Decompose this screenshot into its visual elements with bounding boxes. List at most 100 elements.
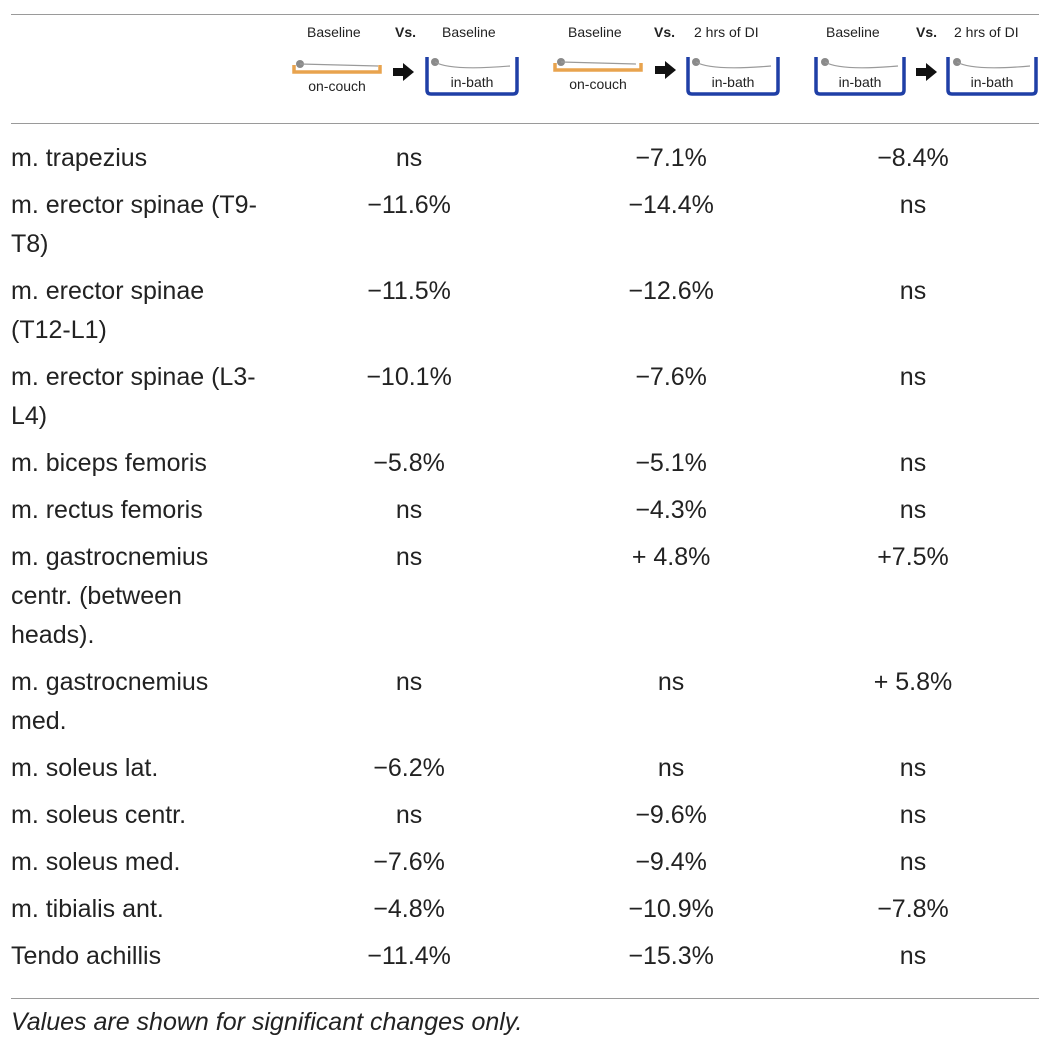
comparison-3-left-condition: in-bath <box>839 74 882 90</box>
value-comparison-3: −7.8% <box>877 895 949 923</box>
value-comparison-1: ns <box>395 668 423 696</box>
value-comparison-1: −10.1% <box>366 363 452 391</box>
value-comparison-3: ns <box>899 363 927 391</box>
value-comparison-1: ns <box>395 543 423 571</box>
value-comparison-2: −12.6% <box>628 277 714 305</box>
value-comparison-3: ns <box>899 801 927 829</box>
comparison-1-left-label: Baseline <box>307 24 361 40</box>
muscle-name: Tendo achillis <box>11 942 162 970</box>
value-comparison-1: −11.6% <box>367 191 451 219</box>
muscle-name: m. soleus lat. <box>11 754 159 782</box>
table-row: m. erector spinae (T12-L1) −11.5% −12.6%… <box>11 268 1039 354</box>
muscle-name: m. gastrocnemius med. <box>11 668 209 735</box>
comparison-1-right-label: Baseline <box>442 24 496 40</box>
value-comparison-3: ns <box>899 754 927 782</box>
value-comparison-2: + 4.8% <box>631 543 711 571</box>
muscle-name: m. erector spinae (T12-L1) <box>11 277 205 344</box>
table-row: m. soleus med. −7.6% −9.4% ns <box>11 839 1039 886</box>
value-comparison-2: ns <box>657 668 685 696</box>
value-comparison-1: −11.5% <box>367 277 451 305</box>
bottom-rule <box>11 998 1039 999</box>
value-comparison-1: −6.2% <box>373 754 445 782</box>
muscle-name: m. biceps femoris <box>11 449 207 477</box>
value-comparison-3: ns <box>899 942 927 970</box>
bath-icon: in-bath <box>814 57 906 96</box>
arrow-right-icon <box>655 61 676 79</box>
value-comparison-1: −7.6% <box>373 848 445 876</box>
comparison-3-left-label: Baseline <box>826 24 880 40</box>
comparison-3-vs: Vs. <box>916 24 938 40</box>
value-comparison-3: −8.4% <box>877 144 949 172</box>
table-row: Tendo achillis −11.4% −15.3% ns <box>11 933 1039 980</box>
value-comparison-3: +7.5% <box>877 543 949 571</box>
value-comparison-1: ns <box>395 496 423 524</box>
table-header: Baseline Vs. Baseline on-couch in-bath <box>0 0 1049 123</box>
table-footnote: Values are shown for significant changes… <box>11 1008 523 1036</box>
muscle-name: m. soleus med. <box>11 848 181 876</box>
bath-icon: in-bath <box>425 57 519 96</box>
table-row: m. rectus femoris ns −4.3% ns <box>11 487 1039 534</box>
bath-icon: in-bath <box>946 57 1038 96</box>
value-comparison-2: ns <box>657 754 685 782</box>
value-comparison-3: ns <box>899 496 927 524</box>
value-comparison-2: −9.6% <box>635 801 707 829</box>
muscle-name: m. rectus femoris <box>11 496 203 524</box>
comparison-2-icons: on-couch in-bath <box>553 57 780 96</box>
value-comparison-1: −4.8% <box>373 895 445 923</box>
table-row: m. tibialis ant. −4.8% −10.9% −7.8% <box>11 886 1039 933</box>
comparison-2-left-condition: on-couch <box>569 76 627 92</box>
value-comparison-1: ns <box>395 801 423 829</box>
comparison-3-right-condition: in-bath <box>971 74 1014 90</box>
comparison-2-vs: Vs. <box>654 24 676 40</box>
table-row: m. trapezius ns −7.1% −8.4% <box>11 135 1039 182</box>
value-comparison-3: ns <box>899 277 927 305</box>
table-row: m. biceps femoris −5.8% −5.1% ns <box>11 440 1039 487</box>
value-comparison-3: ns <box>899 848 927 876</box>
comparison-1-icons: on-couch in-bath <box>292 57 519 96</box>
muscle-name: m. trapezius <box>11 144 148 172</box>
value-comparison-2: −7.1% <box>635 144 707 172</box>
couch-icon: on-couch <box>553 58 643 92</box>
value-comparison-3: ns <box>899 449 927 477</box>
comparison-2: Baseline Vs. 2 hrs of DI on-couch in-bat… <box>548 24 788 104</box>
value-comparison-3: ns <box>899 191 927 219</box>
comparison-1-vs: Vs. <box>395 24 417 40</box>
comparison-1-right-condition: in-bath <box>451 74 494 90</box>
table-row: m. soleus centr. ns −9.6% ns <box>11 792 1039 839</box>
value-comparison-1: −5.8% <box>373 449 445 477</box>
muscle-name: m. soleus centr. <box>11 801 187 829</box>
arrow-right-icon <box>916 63 937 81</box>
comparison-3-right-label: 2 hrs of DI <box>954 24 1019 40</box>
value-comparison-2: −5.1% <box>635 449 707 477</box>
value-comparison-2: −10.9% <box>628 895 714 923</box>
table-row: m. erector spinae (T9-T8) −11.6% −14.4% … <box>11 182 1039 268</box>
comparison-2-right-label: 2 hrs of DI <box>694 24 759 40</box>
table-row: m. soleus lat. −6.2% ns ns <box>11 745 1039 792</box>
bath-icon: in-bath <box>686 57 780 96</box>
value-comparison-2: −7.6% <box>635 363 707 391</box>
value-comparison-3: + 5.8% <box>873 668 953 696</box>
table-row: m. erector spinae (L3-L4) −10.1% −7.6% n… <box>11 354 1039 440</box>
comparison-1-left-condition: on-couch <box>308 78 366 94</box>
value-comparison-1: −11.4% <box>367 942 451 970</box>
comparison-1: Baseline Vs. Baseline on-couch in-bath <box>290 24 530 104</box>
comparison-3: Baseline Vs. 2 hrs of DI in-bath in-bath <box>806 24 1046 104</box>
arrow-right-icon <box>393 63 414 81</box>
comparison-2-right-condition: in-bath <box>712 74 755 90</box>
muscle-name: m. erector spinae (L3-L4) <box>11 363 256 430</box>
results-table: m. trapezius ns −7.1% −8.4% m. erector s… <box>11 135 1039 980</box>
muscle-name: m. gastrocnemius centr. (between heads). <box>11 543 209 649</box>
header-rule <box>11 123 1039 124</box>
value-comparison-2: −15.3% <box>628 942 714 970</box>
table-row: m. gastrocnemius med. ns ns + 5.8% <box>11 659 1039 745</box>
comparison-3-icons: in-bath in-bath <box>814 57 1038 96</box>
couch-icon: on-couch <box>292 60 382 94</box>
comparison-2-left-label: Baseline <box>568 24 622 40</box>
muscle-name: m. erector spinae (T9-T8) <box>11 191 257 258</box>
value-comparison-1: ns <box>395 144 423 172</box>
top-rule <box>11 14 1039 15</box>
value-comparison-2: −14.4% <box>628 191 714 219</box>
table-row: m. gastrocnemius centr. (between heads).… <box>11 534 1039 659</box>
value-comparison-2: −4.3% <box>635 496 707 524</box>
muscle-name: m. tibialis ant. <box>11 895 164 923</box>
